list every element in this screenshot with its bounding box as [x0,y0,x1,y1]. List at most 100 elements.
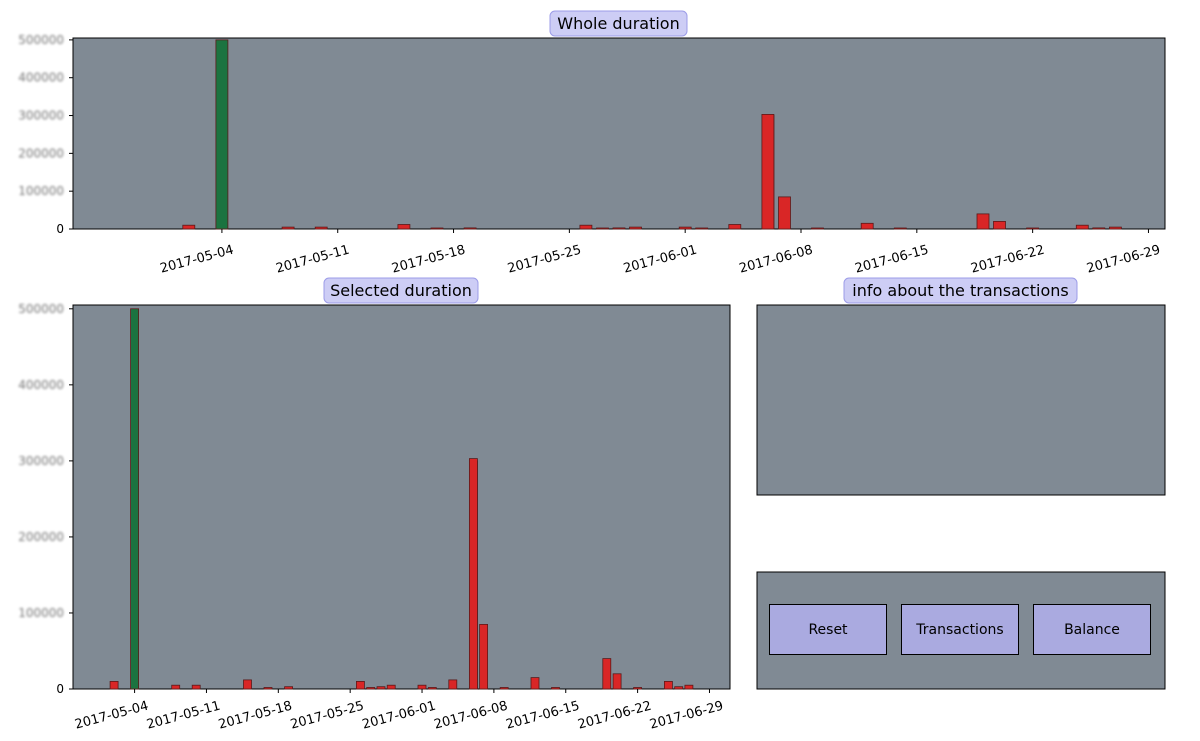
selected-duration-chart[interactable]: 2017-05-042017-05-112017-05-182017-05-25… [18,277,731,733]
whole-ytick-label-4: 400000 [18,71,64,85]
whole-bar-1-5[interactable] [463,227,477,230]
whole-ytick-label-0: 0 [56,222,64,236]
whole-bar-1-8[interactable] [612,227,626,230]
whole-bar-1-15[interactable] [811,227,824,230]
whole-bar-1-14[interactable] [778,196,791,230]
whole-xtick-label-1: 2017-05-11 [274,243,351,277]
whole-xtick-label-5: 2017-06-08 [738,243,815,277]
reset-button[interactable]: Reset [769,604,887,655]
selected-bar-1-18[interactable] [602,658,612,690]
selected-bar-1-12[interactable] [448,679,458,690]
whole-xtick-label-6: 2017-06-15 [853,243,930,277]
whole-bar-0-0[interactable] [215,39,229,230]
selected-bar-1-7[interactable] [366,687,376,690]
whole-xtick-label-0: 2017-05-04 [159,243,236,277]
selected-ytick-label-0: 0 [56,682,64,696]
whole-bars [182,39,1122,230]
selected-bar-0-0[interactable] [130,308,140,690]
selected-bar-1-10[interactable] [417,684,427,690]
info-title-text: info about the transactions [852,281,1068,300]
whole-xtick-label-8: 2017-06-29 [1085,243,1162,277]
whole-ytick-label-1: 100000 [18,184,64,198]
whole-ytick-label-3: 300000 [18,109,64,123]
transactions-button[interactable]: Transactions [901,604,1019,655]
selected-bar-1-11[interactable] [427,687,437,690]
selected-bar-1-15[interactable] [499,687,509,690]
selected-xtick-label-4: 2017-06-01 [361,699,438,733]
whole-bar-1-20[interactable] [1026,227,1039,230]
whole-bar-1-4[interactable] [430,227,444,230]
selected-ytick-label-2: 200000 [18,530,64,544]
whole-bar-1-2[interactable] [314,226,328,230]
selected-title-text: Selected duration [330,281,472,300]
whole-bar-1-12[interactable] [728,224,742,230]
selected-bar-1-13[interactable] [468,458,478,690]
info-panel-background [756,304,1166,496]
whole-xtick-label-4: 2017-06-01 [622,243,699,277]
selected-xtick-label-2: 2017-05-18 [217,699,294,733]
selected-ytick-label-3: 300000 [18,454,64,468]
selected-bar-1-4[interactable] [263,687,273,690]
selected-bar-1-20[interactable] [633,687,642,690]
whole-xtick-label-3: 2017-05-25 [506,243,583,277]
selected-xtick-label-3: 2017-05-25 [289,699,366,733]
whole-bar-1-19[interactable] [993,220,1006,230]
whole-title-box [549,10,688,37]
selected-bar-1-6[interactable] [355,681,365,690]
balance-button[interactable]: Balance [1033,604,1151,655]
selected-bar-1-8[interactable] [376,686,386,690]
whole-xtick-label-2: 2017-05-18 [390,243,467,277]
whole-bar-1-16[interactable] [860,222,874,230]
whole-bar-1-13[interactable] [761,114,775,230]
selected-bar-1-22[interactable] [674,686,684,690]
selected-bar-1-14[interactable] [479,624,489,690]
whole-bar-1-21[interactable] [1075,224,1089,230]
selected-bar-1-3[interactable] [243,679,252,690]
selected-bars [109,308,694,690]
whole-bar-1-0[interactable] [182,224,196,230]
selected-bar-1-16[interactable] [530,677,540,690]
selected-ytick-label-4: 400000 [18,378,64,392]
selected-bar-1-1[interactable] [171,684,181,690]
whole-bar-1-9[interactable] [629,226,642,230]
whole-bar-1-11[interactable] [695,227,709,230]
whole-ytick-label-2: 200000 [18,146,64,160]
whole-bar-1-7[interactable] [596,227,609,230]
whole-xtick-label-7: 2017-06-22 [969,243,1046,277]
selected-xtick-label-8: 2017-06-29 [648,699,725,733]
selected-bar-1-19[interactable] [612,673,622,690]
selected-xtick-label-0: 2017-05-04 [73,699,150,733]
whole-bar-1-17[interactable] [893,227,907,230]
whole-bar-1-3[interactable] [397,224,411,230]
whole-bar-1-1[interactable] [281,226,295,230]
selected-bar-1-2[interactable] [191,684,201,690]
whole-title: Whole duration [549,10,688,37]
selected-bar-1-9[interactable] [386,684,396,690]
selected-title-box [323,277,479,304]
whole-axes-background [72,37,1166,230]
selected-xtick-label-7: 2017-06-22 [576,699,653,733]
whole-bar-1-18[interactable] [976,213,990,230]
selected-bar-1-23[interactable] [684,684,694,690]
selected-ytick-label-1: 100000 [18,606,64,620]
info-panel: info about the transactions [756,277,1166,496]
whole-bar-1-23[interactable] [1109,226,1122,230]
info-title-box [843,277,1078,304]
selected-axes-background [72,304,731,690]
whole-bar-1-10[interactable] [678,226,692,230]
whole-duration-chart[interactable]: 2017-05-04 2017-05-11 2017-05-18 2017-05-25… [18,10,1166,277]
selected-ytick-label-5: 500000 [18,302,64,316]
selected-bar-1-5[interactable] [284,686,294,690]
whole-ytick-label-5: 500000 [18,33,64,47]
whole-title-text: Whole duration [557,14,679,33]
selected-xtick-label-5: 2017-06-08 [433,699,510,733]
selected-xtick-label-1: 2017-05-11 [145,699,222,733]
selected-bar-1-17[interactable] [551,687,560,690]
selected-bar-1-0[interactable] [109,681,119,690]
selected-xtick-label-6: 2017-06-15 [504,699,581,733]
whole-bar-1-22[interactable] [1092,227,1106,230]
whole-bar-1-6[interactable] [579,224,593,230]
selected-bar-1-21[interactable] [664,681,673,690]
selected-title: Selected duration [323,277,479,304]
